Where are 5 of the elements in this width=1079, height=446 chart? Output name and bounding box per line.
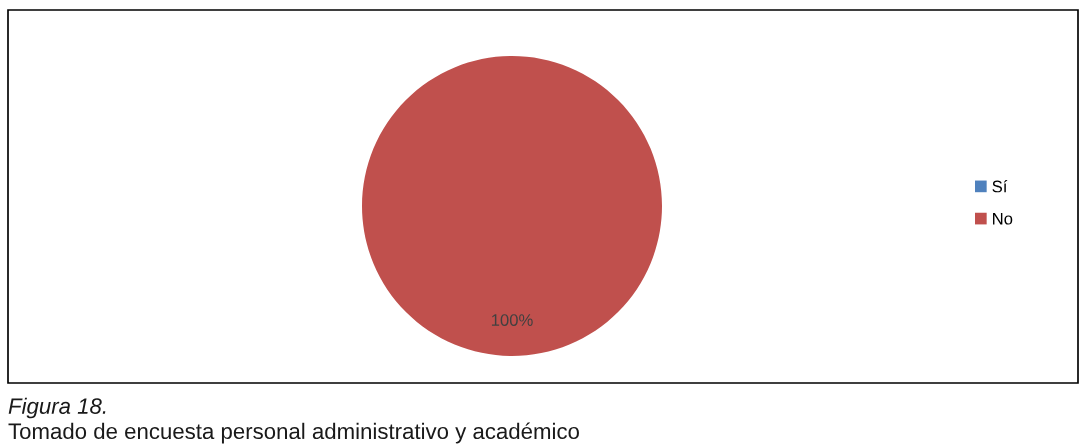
data-label: 100% — [491, 314, 533, 326]
legend-label: Sí — [992, 179, 1008, 193]
legend-label: No — [993, 212, 1013, 225]
text: Figura 18. — [8, 397, 106, 419]
text: Tomado de encuesta personal administrativo y académico — [8, 422, 579, 444]
